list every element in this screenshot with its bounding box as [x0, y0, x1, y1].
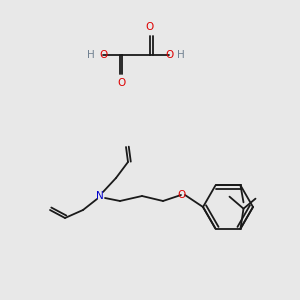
Text: O: O — [177, 190, 185, 200]
Text: O: O — [118, 78, 126, 88]
Text: O: O — [146, 22, 154, 32]
Text: N: N — [96, 191, 104, 201]
Text: O: O — [165, 50, 173, 60]
Text: H: H — [87, 50, 95, 60]
Text: O: O — [99, 50, 107, 60]
Text: H: H — [177, 50, 185, 60]
